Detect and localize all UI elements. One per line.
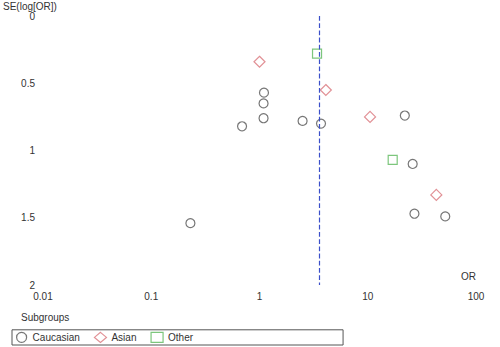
- svg-text:1: 1: [29, 145, 35, 156]
- svg-text:100: 100: [468, 291, 485, 302]
- svg-text:Caucasian: Caucasian: [33, 332, 80, 343]
- svg-text:0.1: 0.1: [144, 291, 158, 302]
- svg-text:1: 1: [257, 291, 263, 302]
- svg-text:1.5: 1.5: [21, 212, 35, 223]
- svg-text:Asian: Asian: [111, 332, 136, 343]
- svg-text:10: 10: [362, 291, 374, 302]
- svg-text:OR: OR: [461, 271, 476, 282]
- svg-text:SE(log[OR]): SE(log[OR]): [3, 0, 57, 12]
- svg-text:0.01: 0.01: [33, 291, 53, 302]
- svg-text:2: 2: [29, 280, 35, 291]
- svg-text:0.5: 0.5: [21, 78, 35, 89]
- svg-text:0: 0: [29, 11, 35, 22]
- svg-text:Subgroups: Subgroups: [21, 312, 69, 323]
- svg-text:Other: Other: [168, 332, 194, 343]
